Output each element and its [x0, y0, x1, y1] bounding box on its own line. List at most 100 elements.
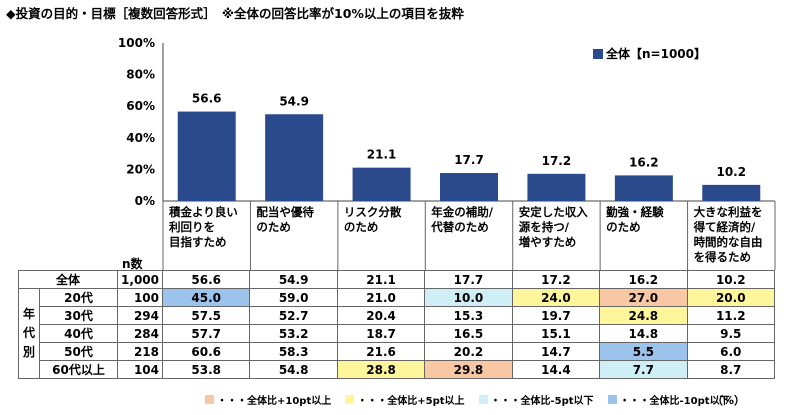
table-cell: 57.7 [161, 324, 251, 343]
y-tick-label: 100% [118, 36, 155, 50]
highlight-legend-item: ・・・全体比+5pt以上 [345, 392, 465, 407]
bar-data-label: 21.1 [367, 148, 397, 162]
table-cell: 54.9 [249, 270, 338, 289]
legend-swatch [593, 48, 603, 59]
y-tick-label: 0% [135, 194, 155, 208]
category-label: リスク分散 のため [343, 205, 402, 234]
highlight-swatch [205, 395, 214, 404]
row-n: 294 [117, 306, 163, 325]
table-cell: 21.0 [336, 288, 426, 307]
chart-data-labels: 56.6 54.9 21.1 17.7 17.2 16.2 10.2 [192, 92, 746, 179]
category-label: 安定した収入 源を持つ/ 増やすため [518, 205, 588, 249]
row-label: 40代 [39, 324, 118, 343]
table-cell: 14.4 [511, 360, 601, 379]
table-cell: 15.3 [424, 306, 513, 325]
chart-title: ◆投資の目的・目標［複数回答形式］ ※全体の回答比率が10%以上の項目を抜粋 [6, 6, 464, 21]
table-cell: 5.5 [599, 342, 688, 361]
table-cell: 16.5 [424, 324, 513, 343]
table-row: 全体 1,000 56.6 54.9 21.1 17.7 17.2 16.2 10.2 [18, 270, 775, 289]
table-cell: 8.7 [686, 360, 775, 379]
y-tick-label: 20% [126, 162, 155, 176]
table-row: 40代 284 57.7 53.2 18.7 16.5 15.1 14.8 9.5 [19, 324, 775, 343]
crosstab-table: 全体 1,000 56.6 54.9 21.1 17.7 17.2 16.2 10.2 年代別 20… [18, 270, 775, 379]
bar-data-label: 54.9 [279, 94, 309, 108]
category-label: 積金より良い 利回りを 目指すため [169, 205, 238, 249]
table-cell: 15.1 [511, 324, 601, 343]
table-cell: 20.2 [424, 342, 513, 361]
table-cell: 45.0 [161, 288, 251, 307]
category-label: 勤強・経験 のため [606, 205, 664, 234]
table-cell: 24.0 [511, 288, 601, 307]
highlight-legend-label: ・・・全体比-5pt以下 [490, 396, 594, 407]
chart-legend: 全体【n=1000】 [593, 45, 706, 62]
table-cell: 19.7 [511, 306, 601, 325]
table-cell: 21.6 [336, 342, 426, 361]
bar [614, 175, 673, 201]
highlight-legend-label: ・・・全体比+10pt以上 [217, 396, 332, 407]
table-cell: 60.6 [161, 342, 251, 361]
row-n: 1,000 [117, 270, 163, 289]
table-cell: 20.4 [336, 306, 426, 325]
table-cell: 54.8 [249, 360, 338, 379]
table-cell: 11.2 [686, 306, 775, 325]
table-cell: 10.0 [424, 288, 513, 307]
y-tick-label: 60% [126, 99, 155, 113]
table-cell: 7.7 [599, 360, 688, 379]
table-cell: 20.0 [686, 288, 775, 307]
table-cell: 29.8 [424, 360, 513, 379]
row-n: 218 [117, 342, 163, 361]
table-cell: 27.0 [599, 288, 688, 307]
n-column-header: n数 [122, 257, 143, 271]
row-label: 全体 [18, 270, 118, 289]
row-n: 284 [117, 324, 163, 343]
highlight-swatch [607, 395, 617, 404]
highlight-legend-item: ・・・全体比+10pt以上 [205, 392, 331, 407]
row-n: 104 [117, 360, 163, 379]
table-cell: 56.6 [161, 270, 251, 289]
table-row: 年代別 20代 100 45.0 59.0 21.0 10.0 24.0 27.0 20.0 [18, 288, 775, 379]
legend-label: 全体【n=1000】 [606, 47, 706, 61]
row-label: 50代 [39, 342, 118, 361]
table-cell: 53.2 [249, 324, 338, 343]
table-cell: 53.8 [161, 360, 251, 379]
category-label: 配当や優待 のため [256, 205, 314, 234]
age-group-label: 年代別 [18, 288, 40, 379]
highlight-swatch [345, 395, 355, 404]
table-cell: 17.7 [424, 270, 513, 289]
bar [177, 111, 236, 201]
bar-chart: 56.6 54.9 21.1 17.7 17.2 16.2 10.2 0% 20% 40% 60%… [118, 36, 776, 270]
chart-bars [177, 111, 761, 201]
table-cell: 28.8 [336, 360, 426, 379]
y-tick-label: 40% [126, 131, 155, 145]
table-row: 50代 218 60.6 58.3 21.6 20.2 14.7 5.5 6.0 [19, 342, 775, 361]
highlight-legend: ・・・全体比+10pt以上 ・・・全体比+5pt以上 ・・・全体比-5pt以下 ・・・… [205, 392, 744, 407]
table-cell: 21.1 [336, 270, 426, 289]
table-cell: 24.8 [599, 306, 688, 325]
bar [265, 114, 324, 201]
chart-y-ticks: 0% 20% 40% 60% 80% 100% [118, 36, 155, 208]
row-n: 100 [117, 288, 163, 307]
table-cell: 58.3 [249, 342, 338, 361]
bar [527, 173, 586, 201]
y-tick-label: 80% [126, 68, 155, 82]
table-cell: 9.5 [686, 324, 775, 343]
unit-label: （%） [712, 394, 746, 407]
table-cell: 14.8 [599, 324, 688, 343]
table-cell: 6.0 [686, 342, 775, 361]
row-label: 30代 [39, 306, 118, 325]
bar [352, 167, 411, 201]
bar-data-label: 17.2 [542, 154, 572, 168]
table-cell: 59.0 [249, 288, 338, 307]
highlight-legend-label: ・・・全体比+5pt以上 [357, 396, 465, 407]
highlight-legend-item: ・・・全体比-10pt以下 [607, 392, 730, 407]
table-cell: 16.2 [599, 270, 688, 289]
bar-data-label: 17.7 [454, 153, 484, 167]
table-row: 30代 294 57.5 52.7 20.4 15.3 19.7 24.8 11.2 [19, 306, 775, 325]
bar-data-label: 16.2 [629, 155, 659, 169]
table-cell: 57.5 [161, 306, 251, 325]
row-label: 20代 [39, 288, 118, 307]
bar [702, 184, 761, 201]
highlight-legend-item: ・・・全体比-5pt以下 [478, 392, 594, 407]
bar-data-label: 56.6 [192, 92, 222, 106]
row-label: 60代以上 [39, 360, 118, 379]
